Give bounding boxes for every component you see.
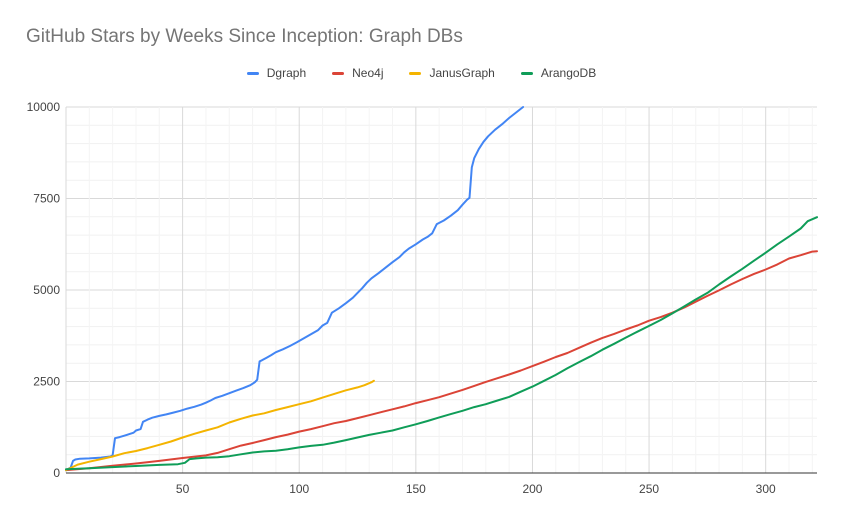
series-line-dgraph [65, 106, 525, 472]
x-tick-label: 150 [406, 482, 426, 496]
x-tick-label: 250 [639, 482, 659, 496]
series-line-arangodb [65, 216, 818, 471]
legend-item-neo4j[interactable]: Neo4j [332, 66, 383, 80]
x-tick-label: 50 [176, 482, 190, 496]
y-tick-label: 5000 [33, 283, 60, 297]
y-tick-label: 7500 [33, 192, 60, 206]
chart-title: GitHub Stars by Weeks Since Inception: G… [26, 26, 463, 47]
legend-swatch-dgraph [246, 71, 259, 75]
legend-label-dgraph: Dgraph [266, 66, 307, 80]
series-line-neo4j [65, 250, 818, 472]
y-tick-label: 0 [53, 466, 60, 480]
legend-label-janusgraph: JanusGraph [429, 66, 495, 80]
legend-swatch-neo4j [332, 71, 345, 75]
legend-label-arangodb: ArangoDB [540, 66, 597, 80]
legend-swatch-arangodb [520, 71, 533, 75]
legend-item-arangodb[interactable]: ArangoDB [520, 66, 597, 80]
x-tick-label: 100 [289, 482, 309, 496]
axes: 0 2500 5000 7500 10000 50 100 150 200 250 300 [27, 100, 817, 496]
legend-item-dgraph[interactable]: Dgraph [246, 66, 307, 80]
y-tick-label: 10000 [27, 100, 61, 114]
legend-label-neo4j: Neo4j [352, 66, 384, 80]
x-tick-label: 200 [522, 482, 542, 496]
legend: Dgraph Neo4j JanusGraph ArangoDB [0, 66, 843, 80]
legend-item-janusgraph[interactable]: JanusGraph [409, 66, 495, 80]
grid-lines [65, 106, 817, 473]
legend-swatch-janusgraph [409, 71, 422, 75]
y-tick-label: 2500 [33, 375, 60, 389]
x-tick-label: 300 [756, 482, 776, 496]
series-lines [65, 106, 818, 472]
series-line-janusgraph [65, 379, 375, 472]
